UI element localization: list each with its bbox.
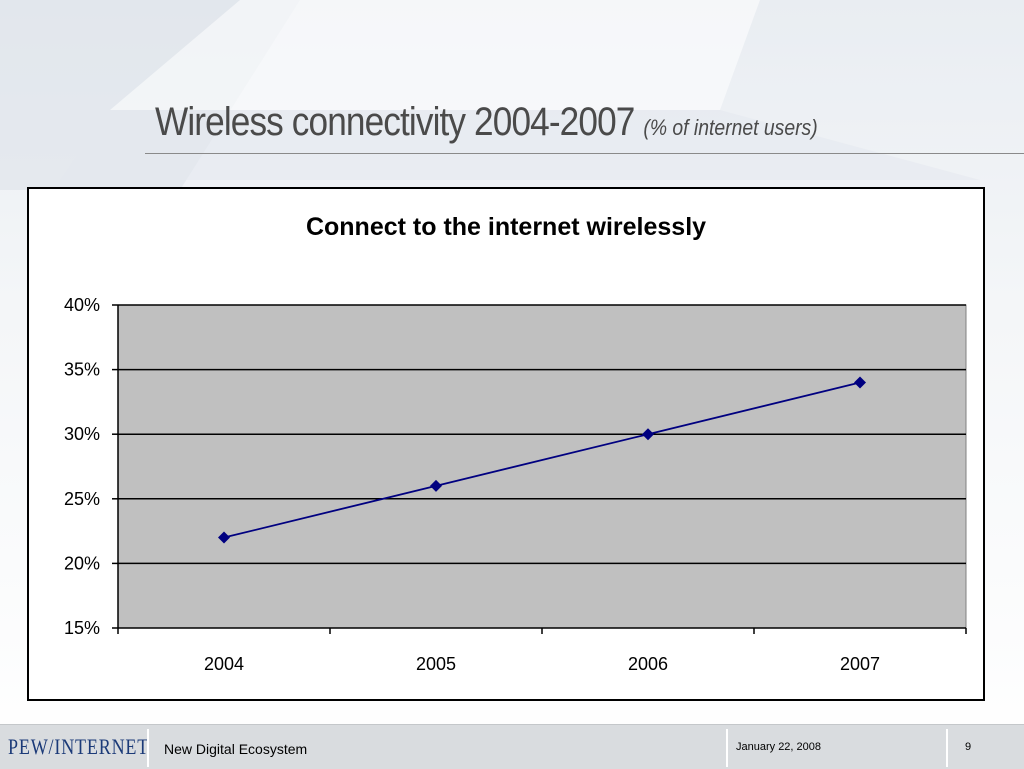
x-tick-label: 2006 bbox=[628, 654, 668, 674]
data-point-marker bbox=[854, 376, 866, 389]
y-tick-label: 20% bbox=[64, 553, 100, 573]
y-tick-label: 40% bbox=[64, 295, 100, 315]
x-tick-label: 2004 bbox=[204, 654, 244, 674]
series-line bbox=[223, 381, 861, 539]
slide-subtitle: (% of internet users) bbox=[643, 115, 818, 140]
y-tick-label: 15% bbox=[64, 618, 100, 638]
title-rule bbox=[145, 153, 1024, 154]
pew-internet-logo: PEW/INTERNET bbox=[8, 734, 150, 759]
line-chart: 15% 20% 25% 30% 35% 40% 2004 2005 2006 2007 bbox=[64, 295, 967, 674]
footer-date: January 22, 2008 bbox=[736, 741, 822, 753]
y-tick-label: 35% bbox=[64, 360, 100, 380]
page-number: 9 bbox=[965, 741, 972, 753]
plot-area bbox=[117, 304, 967, 629]
footer: PEW/INTERNET New Digital Ecosystem Janua… bbox=[0, 724, 1024, 769]
chart-title: Connect to the internet wirelessly bbox=[305, 213, 707, 241]
footer-divider bbox=[726, 729, 728, 767]
chart-frame: Connect to the internet wirelessly 15% 20… bbox=[27, 187, 985, 701]
data-point-marker bbox=[218, 531, 230, 544]
x-tick-label: 2007 bbox=[840, 654, 880, 674]
footer-divider bbox=[946, 729, 948, 767]
x-tick-label: 2005 bbox=[416, 654, 456, 674]
footer-presentation-name: New Digital Ecosystem bbox=[164, 741, 308, 757]
slide-title-text: Wireless connectivity 2004-2007 bbox=[155, 100, 635, 144]
footer-divider bbox=[147, 729, 149, 767]
slide-title: Wireless connectivity 2004-2007 (% of in… bbox=[155, 100, 818, 145]
data-point-marker bbox=[642, 428, 654, 441]
data-point-marker bbox=[430, 479, 442, 492]
y-tick-label: 25% bbox=[64, 489, 100, 509]
y-tick-label: 30% bbox=[64, 424, 100, 444]
